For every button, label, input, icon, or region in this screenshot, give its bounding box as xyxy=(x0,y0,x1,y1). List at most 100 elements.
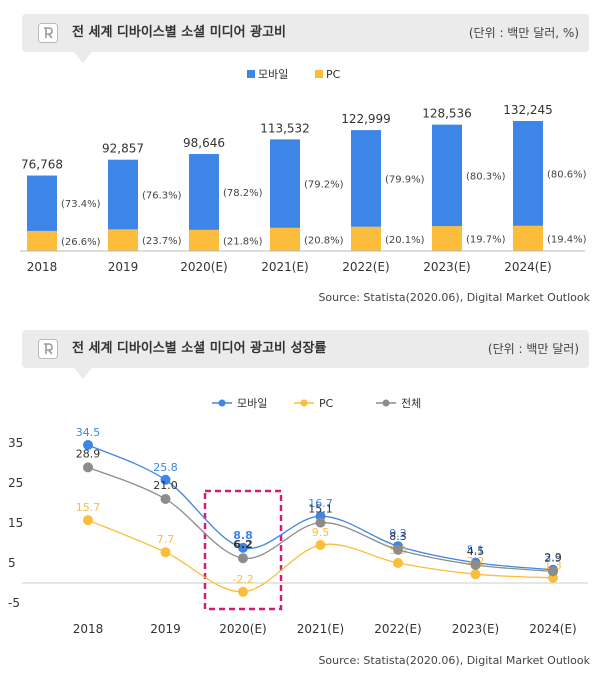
x-tick-label: 2023(E) xyxy=(452,622,499,636)
chart1-unit: (단위 : 백만 달러, %) xyxy=(468,26,579,40)
bar-pc-share-label: (19.4%) xyxy=(547,234,587,245)
series-point-2 xyxy=(315,517,326,528)
x-tick-label: 2021(E) xyxy=(297,622,344,636)
y-tick-label: 15 xyxy=(8,516,23,530)
bar-pc-share-label: (23.7%) xyxy=(142,236,182,247)
legend-marker-1 xyxy=(300,399,308,407)
bar-mobile xyxy=(189,154,219,230)
bar-mobile-share-label: (80.6%) xyxy=(547,169,587,180)
legend-marker-2 xyxy=(382,399,390,407)
bar-total-label: 76,768 xyxy=(21,158,63,172)
series-point-2 xyxy=(160,494,171,504)
bar-pc xyxy=(27,230,57,251)
bar-total-label: 132,245 xyxy=(503,103,553,117)
legend-label-0: 모바일 xyxy=(258,67,288,81)
series-point-2 xyxy=(238,553,248,564)
data-label-1: 15.7 xyxy=(76,501,101,514)
x-tick-label: 2019 xyxy=(108,260,139,274)
bar-pc xyxy=(189,229,219,251)
x-tick-label: 2018 xyxy=(73,622,104,636)
bar-pc-share-label: (20.8%) xyxy=(304,235,344,246)
bar-mobile-share-label: (76.3%) xyxy=(142,191,182,202)
x-tick-label: 2020(E) xyxy=(180,260,227,274)
bar-total-label: 113,532 xyxy=(260,121,310,135)
data-label-2: 2.9 xyxy=(544,551,562,564)
chart2-title: 전 세계 디바이스별 소셜 미디어 광고비 성장률 xyxy=(72,341,327,356)
y-tick-label: 35 xyxy=(8,436,23,450)
legend-swatch-1 xyxy=(315,70,323,78)
series-point-0 xyxy=(83,440,93,450)
legend-label-1: PC xyxy=(326,68,341,81)
data-label-0: 5.1 xyxy=(467,544,485,557)
y-tick-label: -5 xyxy=(8,596,20,610)
bar-total-label: 128,536 xyxy=(422,107,472,121)
bar-mobile xyxy=(432,124,462,227)
series-point-0 xyxy=(238,542,248,553)
series-point-0 xyxy=(160,474,171,485)
bar-mobile-share-label: (79.2%) xyxy=(304,180,344,191)
legend-label-0: 모바일 xyxy=(237,396,267,410)
data-label-2: 21.0 xyxy=(153,479,178,492)
bar-total-label: 98,646 xyxy=(183,136,225,150)
series-point-2 xyxy=(548,566,558,577)
line-chart: 모바일 PC 전체 35 25 15 5 -5 34.5 25.8 8.8 16.7 9.2 5.1 3.3… xyxy=(8,396,588,636)
bar-chart: 모바일 PC 76,768 (73.4%) (26.6%) 2018 92,857 (76.3… xyxy=(20,67,587,274)
bar-pc xyxy=(270,227,300,251)
x-tick-label: 2021(E) xyxy=(261,260,308,274)
bar-pc-share-label: (26.6%) xyxy=(61,237,101,248)
highlight-box xyxy=(203,489,283,611)
data-label-2: 28.9 xyxy=(76,447,101,460)
data-label-0: 34.5 xyxy=(76,426,101,439)
x-tick-label: 2024(E) xyxy=(504,260,551,274)
series-point-2 xyxy=(393,544,403,555)
chart1-title: 전 세계 디바이스별 소셜 미디어 광고비 xyxy=(72,25,286,40)
data-label-0: 9.2 xyxy=(389,527,407,540)
legend-marker-0 xyxy=(218,399,226,407)
series-point-1 xyxy=(238,586,248,597)
bar-mobile xyxy=(108,159,138,230)
bar-mobile xyxy=(351,130,381,227)
series-point-2 xyxy=(83,462,93,473)
bar-pc xyxy=(513,225,543,251)
bar-pc-share-label: (21.8%) xyxy=(223,236,263,247)
report-icon xyxy=(38,339,58,359)
bar-pc xyxy=(108,229,138,251)
y-tick-label: 5 xyxy=(8,556,16,570)
bar-total-label: 92,857 xyxy=(102,142,144,156)
x-tick-label: 2023(E) xyxy=(423,260,470,274)
series-point-1 xyxy=(315,540,326,550)
series-point-1 xyxy=(393,558,403,568)
bar-pc xyxy=(432,226,462,251)
y-tick-label: 25 xyxy=(8,476,23,490)
data-label-1: -2.2 xyxy=(232,573,253,586)
bar-pc-share-label: (20.1%) xyxy=(385,235,425,246)
data-label-0: 8.8 xyxy=(233,529,253,542)
series-point-1 xyxy=(470,569,481,580)
bar-mobile-share-label: (79.9%) xyxy=(385,174,425,185)
chart2-source: Source: Statista(2020.06), Digital Marke… xyxy=(318,654,590,667)
data-label-0: 25.8 xyxy=(153,461,178,474)
bar-total-label: 122,999 xyxy=(341,112,391,126)
bar-mobile xyxy=(270,139,300,228)
bar-mobile-share-label: (73.4%) xyxy=(61,199,101,210)
data-label-1: 9.5 xyxy=(312,526,330,539)
series-point-1 xyxy=(83,515,93,526)
legend-label-1: PC xyxy=(319,397,334,410)
bar-mobile xyxy=(27,175,57,231)
bar-pc xyxy=(351,226,381,251)
bar-pc-share-label: (19.7%) xyxy=(466,235,506,246)
x-tick-label: 2022(E) xyxy=(342,260,389,274)
chart1-header: 전 세계 디바이스별 소셜 미디어 광고비 (단위 : 백만 달러, %) xyxy=(22,14,589,63)
bar-mobile-share-label: (80.3%) xyxy=(466,171,506,182)
series-point-1 xyxy=(160,547,171,558)
legend-swatch-0 xyxy=(247,70,255,78)
data-label-0: 3.3 xyxy=(544,551,562,564)
bar-mobile xyxy=(513,121,543,226)
chart1-source: Source: Statista(2020.06), Digital Marke… xyxy=(318,291,590,304)
chart2-unit: (단위 : 백만 달러) xyxy=(487,342,579,356)
x-tick-label: 2024(E) xyxy=(529,622,576,636)
chart2-header: 전 세계 디바이스별 소셜 미디어 광고비 성장률 (단위 : 백만 달러) xyxy=(22,330,589,379)
report-icon xyxy=(38,23,58,43)
data-label-2: 6.2 xyxy=(233,538,253,551)
x-tick-label: 2019 xyxy=(150,622,181,636)
